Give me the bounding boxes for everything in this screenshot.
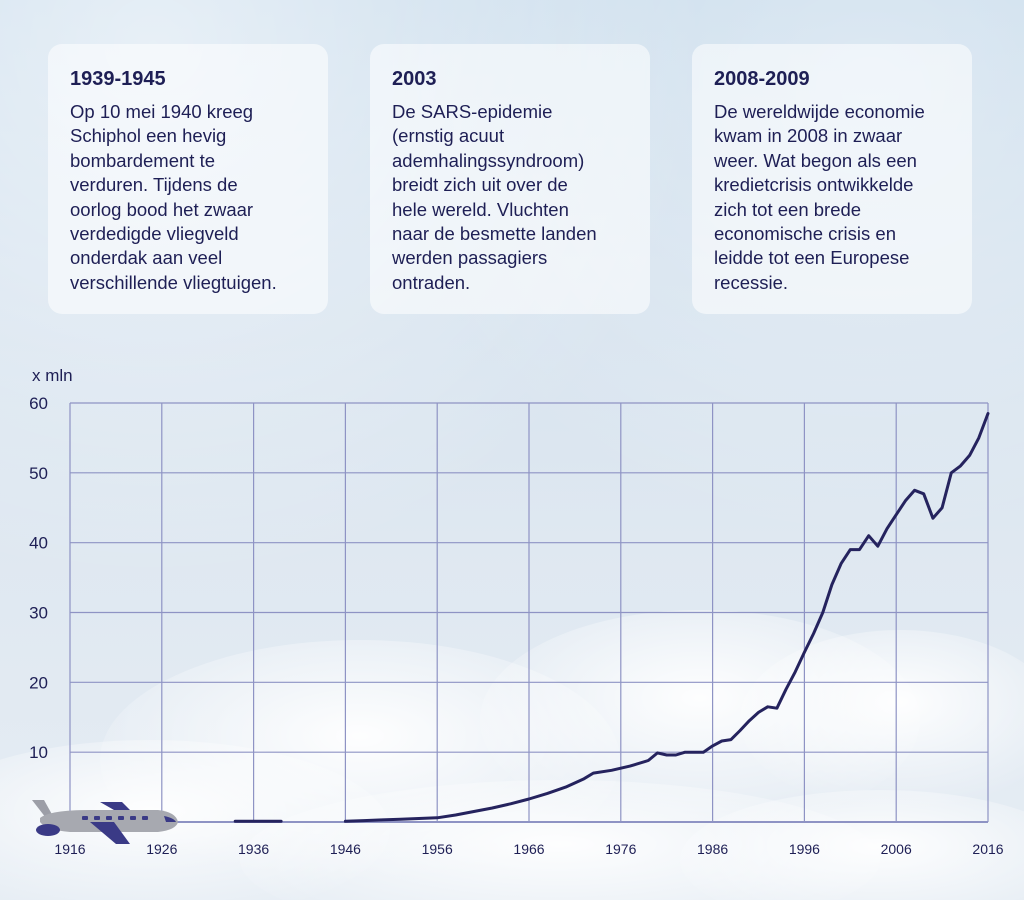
x-tick-label: 1956 xyxy=(422,841,453,857)
plane-cockpit xyxy=(164,816,176,822)
x-tick-label: 1936 xyxy=(238,841,269,857)
card-body: De wereldwijde economie kwam in 2008 in … xyxy=(714,101,925,293)
y-tick-label: 40 xyxy=(29,534,48,553)
y-tick-label: 30 xyxy=(29,604,48,623)
x-tick-label: 1926 xyxy=(146,841,177,857)
x-tick-label: 1916 xyxy=(54,841,85,857)
plane-windows xyxy=(82,816,148,820)
y-tick-label: 10 xyxy=(29,743,48,762)
x-tick-label: 1966 xyxy=(513,841,544,857)
x-tick-label: 2016 xyxy=(972,841,1003,857)
y-tick-label: 60 xyxy=(29,394,48,413)
card-title: 1939-1945 xyxy=(70,68,166,90)
clouds-decoration xyxy=(0,610,1024,900)
plane-tail xyxy=(32,800,54,818)
card-body: Op 10 mei 1940 kreeg Schiphol een hevig … xyxy=(70,101,277,293)
y-tick-label: 50 xyxy=(29,464,48,483)
info-card-2008-2009: 2008-2009 De wereldwijde economie kwam i… xyxy=(692,44,972,314)
chart-series xyxy=(233,412,990,823)
plane-wing xyxy=(90,822,130,844)
info-card-2003: 2003 De SARS-epidemie (ernstig acuut ade… xyxy=(370,44,650,314)
y-axis-label: x mln xyxy=(32,366,73,385)
series-line-segment xyxy=(343,412,990,823)
plane-engine xyxy=(36,824,60,836)
info-card-1939-1945: 1939-1945 Op 10 mei 1940 kreeg Schiphol … xyxy=(48,44,328,314)
plane-fuselage xyxy=(40,810,178,832)
card-body: De SARS-epidemie (ernstig acuut ademhali… xyxy=(392,101,597,293)
plane-far-wing xyxy=(100,802,130,810)
x-tick-label: 1986 xyxy=(697,841,728,857)
airplane-icon xyxy=(32,800,178,844)
chart-grid xyxy=(69,402,989,823)
y-axis-ticks: 10 20 30 40 50 60 xyxy=(29,394,48,762)
x-tick-label: 1996 xyxy=(789,841,820,857)
x-tick-label: 2006 xyxy=(881,841,912,857)
x-tick-label: 1976 xyxy=(605,841,636,857)
card-title: 2003 xyxy=(392,68,437,90)
x-axis-ticks: 1916 1926 1936 1946 1956 1966 1976 1986 1996 2006… xyxy=(54,841,1003,857)
card-title: 2008-2009 xyxy=(714,68,810,90)
x-tick-label: 1946 xyxy=(330,841,361,857)
y-tick-label: 20 xyxy=(29,673,48,692)
